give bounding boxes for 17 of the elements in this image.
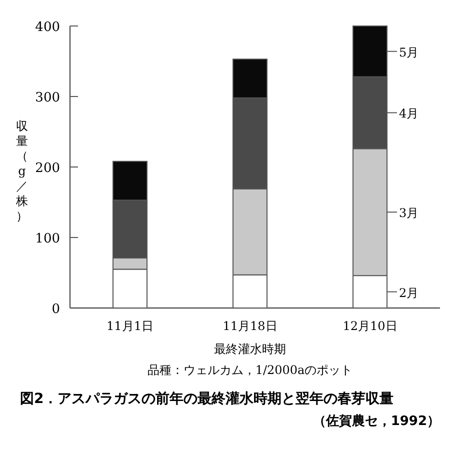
y-tick-label: 0 — [52, 302, 60, 317]
y-tick-label: 200 — [35, 161, 60, 176]
legend-label: 5月 — [399, 45, 419, 60]
text: 品種：ウェルカム，1/2000aのポット — [147, 363, 353, 377]
legend-label: 3月 — [399, 206, 419, 220]
x-tick-label: 11月1日 — [106, 319, 154, 333]
text: 図2．アスパラガスの前年の最終灌水時期と翌年の春芽収量 — [20, 391, 394, 407]
legend-label: 2月 — [399, 286, 419, 300]
y-tick-label: 400 — [35, 20, 60, 35]
text: （佐賀農セ，1992） — [312, 414, 440, 429]
y-tick-label: 300 — [35, 90, 60, 106]
y-axis-title: 収量（g／株） — [15, 119, 28, 223]
x-tick-label: 12月10日 — [342, 319, 398, 333]
y-tick-label: 100 — [35, 232, 60, 246]
x-tick-label: 11月18日 — [222, 319, 278, 333]
x-axis-title: 最終灌水時期 — [214, 342, 286, 356]
legend-label: 4月 — [399, 106, 419, 121]
